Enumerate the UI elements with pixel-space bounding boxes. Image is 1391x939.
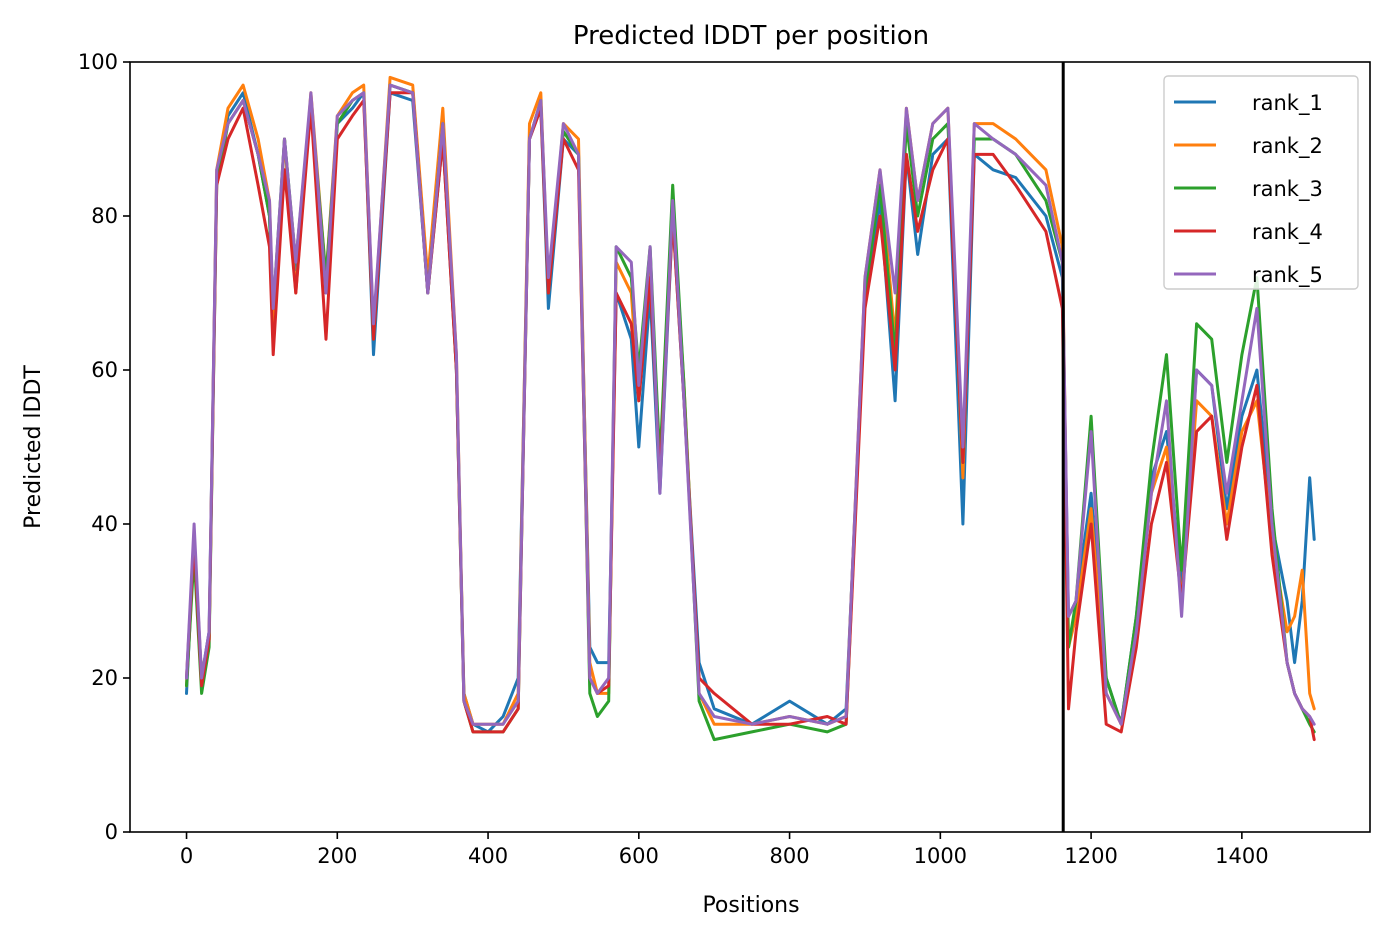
legend-label-rank-1: rank_1 <box>1252 91 1323 116</box>
chart-title: Predicted lDDT per position <box>573 21 929 51</box>
y-tick-label: 60 <box>91 358 118 382</box>
x-tick-label: 0 <box>180 844 193 868</box>
plot-frame <box>129 61 1371 833</box>
x-tick-label: 400 <box>468 844 508 868</box>
legend-label-rank-5: rank_5 <box>1252 263 1323 288</box>
y-axis: 0 20 40 60 80 100 <box>78 50 130 844</box>
x-tick-label: 1000 <box>914 844 967 868</box>
x-tick-label: 800 <box>770 844 810 868</box>
series-layer <box>185 75 1316 742</box>
x-tick-label: 1400 <box>1215 844 1268 868</box>
x-tick-label: 200 <box>317 844 357 868</box>
x-axis: 0 200 400 600 800 1000 1200 1400 <box>180 832 1269 868</box>
y-tick-label: 20 <box>91 666 118 690</box>
x-tick-label: 600 <box>619 844 659 868</box>
y-tick-label: 0 <box>105 820 118 844</box>
legend: rank_1 rank_2 rank_3 rank_4 rank_5 <box>1163 75 1359 290</box>
series-line-rank-5 <box>185 83 1316 726</box>
legend-label-rank-3: rank_3 <box>1252 177 1323 202</box>
legend-box <box>1163 75 1359 290</box>
legend-label-rank-4: rank_4 <box>1252 220 1323 245</box>
y-tick-label: 40 <box>91 512 118 536</box>
legend-label-rank-2: rank_2 <box>1252 134 1323 159</box>
y-tick-label: 100 <box>78 50 118 74</box>
y-axis-label: Predicted lDDT <box>21 365 46 529</box>
x-tick-label: 1200 <box>1064 844 1117 868</box>
x-axis-label: Positions <box>702 893 799 918</box>
y-tick-label: 80 <box>91 204 118 228</box>
